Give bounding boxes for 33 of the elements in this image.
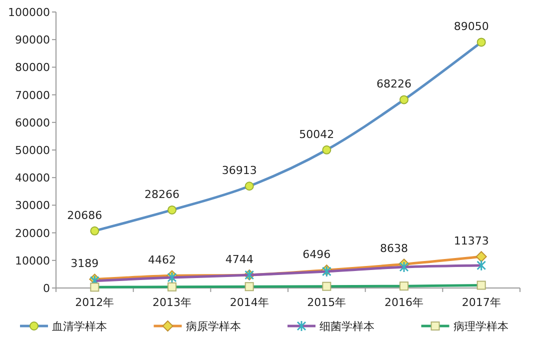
y-tick-label: 20000	[15, 226, 50, 240]
x-tick-label: 2014年	[230, 296, 269, 309]
data-label: 4744	[225, 252, 254, 266]
y-tick-label: 70000	[15, 88, 50, 102]
data-label: 6496	[302, 248, 331, 262]
data-label: 4462	[148, 254, 176, 267]
legend-label: 病理学样本	[453, 320, 508, 333]
y-tick-label: 30000	[15, 199, 50, 212]
y-tick-label: 10000	[15, 254, 50, 268]
y-tick-label: 40000	[15, 172, 50, 185]
data-label: 20686	[67, 208, 102, 222]
data-label: 3189	[70, 257, 99, 270]
legend-label: 病原学样本	[186, 320, 241, 333]
y-tick-label: 90000	[15, 34, 50, 47]
x-tick-label: 2015年	[307, 296, 346, 309]
data-label: 8638	[380, 242, 408, 256]
x-tick-label: 2016年	[384, 296, 424, 309]
y-tick-label: 0	[43, 282, 50, 295]
data-label: 50042	[299, 128, 334, 141]
x-tick-label: 2013年	[152, 296, 192, 309]
x-tick-label: 2012年	[75, 296, 114, 309]
y-tick-label: 100000	[8, 6, 50, 19]
y-tick-label: 60000	[15, 116, 50, 130]
x-tick-label: 2017年	[462, 296, 501, 309]
y-tick-label: 80000	[15, 61, 50, 74]
legend-label: 血清学样本	[52, 320, 107, 333]
legend-label: 细菌学样本	[320, 320, 374, 333]
data-label: 89050	[454, 20, 489, 34]
data-label: 68226	[376, 78, 412, 91]
data-label: 36913	[222, 164, 257, 178]
data-label: 28266	[144, 188, 180, 201]
y-tick-label: 50000	[15, 144, 50, 157]
data-label: 11373	[454, 234, 489, 248]
